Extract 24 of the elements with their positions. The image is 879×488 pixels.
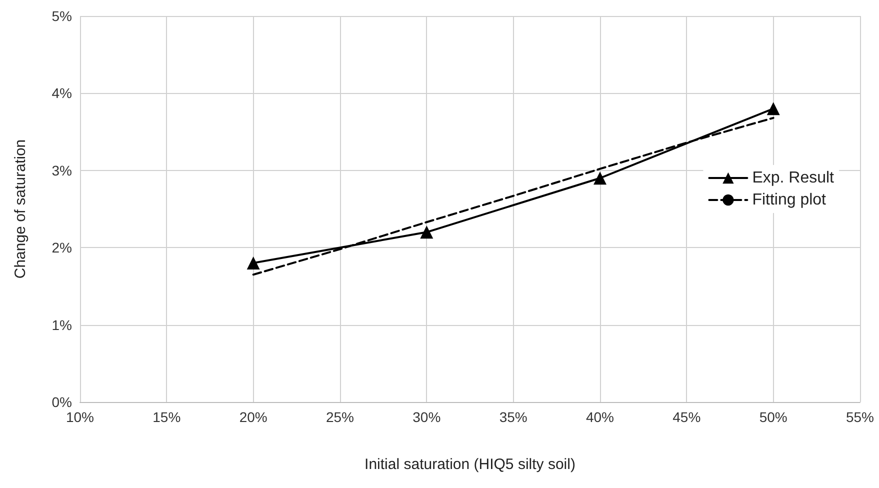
x-tick-label: 35% — [499, 409, 528, 425]
x-tick-label: 50% — [759, 409, 788, 425]
legend-label: Fitting plot — [752, 192, 827, 208]
point — [594, 172, 606, 185]
x-tick-label: 25% — [326, 409, 354, 425]
x-tick-label: 40% — [586, 409, 614, 425]
point — [766, 102, 780, 116]
y-tick-label: 2% — [52, 240, 72, 256]
x-tick-label: 45% — [672, 409, 701, 425]
y-tick-label: 5% — [52, 8, 72, 24]
x-tick-label: 15% — [152, 409, 181, 425]
x-tick-label: 55% — [846, 409, 874, 425]
x-tick-label: 10% — [66, 409, 94, 425]
y-tick-label: 3% — [52, 162, 72, 178]
point — [246, 256, 260, 270]
x-axis-title: Initial saturation (HIQ5 silty soil) — [364, 456, 576, 473]
y-tick-label: 1% — [52, 316, 72, 333]
legend-label: Exp. Result — [752, 170, 835, 186]
x-tick-label: 30% — [412, 409, 441, 425]
y-axis-title: Change of saturation — [12, 139, 29, 279]
x-tick-label: 20% — [239, 409, 268, 425]
y-tick-label: 4% — [52, 85, 72, 102]
point — [420, 226, 434, 239]
y-tick-label: 0% — [52, 394, 72, 410]
